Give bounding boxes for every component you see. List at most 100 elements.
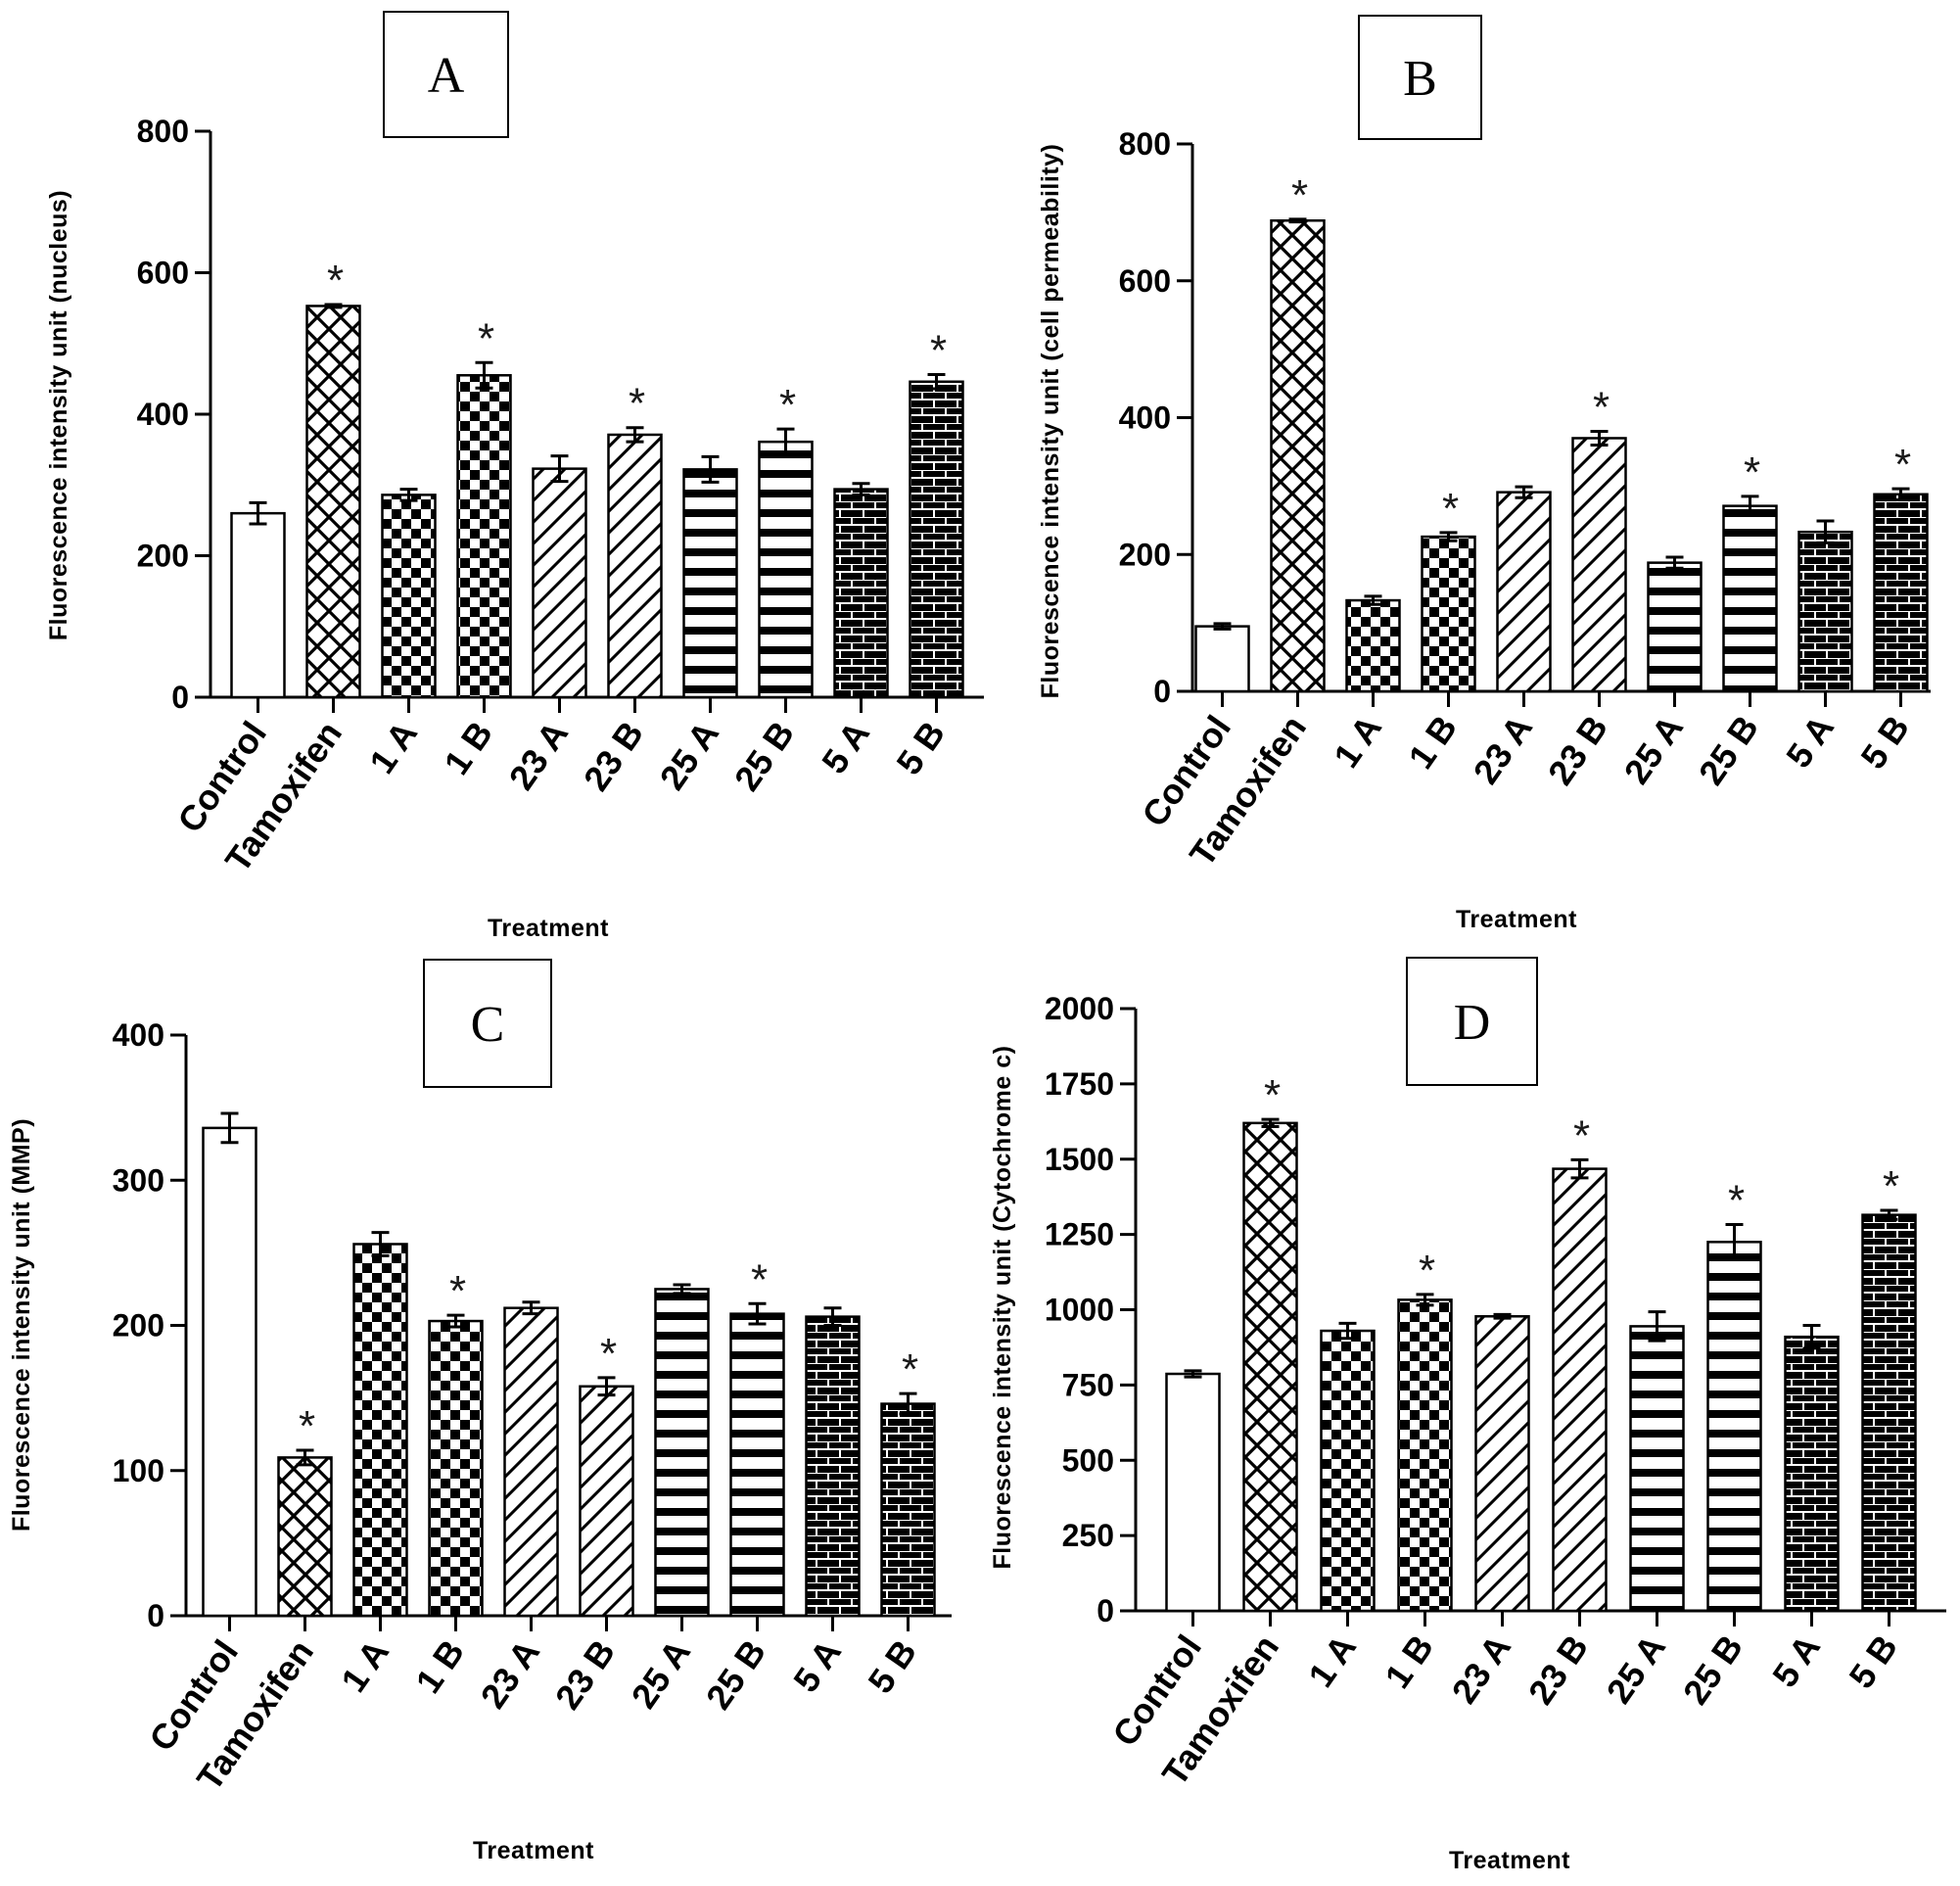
y-tick-label: 200: [113, 1308, 164, 1344]
y-tick-label: 0: [1153, 674, 1171, 709]
y-tick-label: 300: [113, 1162, 164, 1198]
panel-label-box: [423, 959, 552, 1088]
panel-label-box: [383, 11, 509, 138]
category-label: 5 B: [860, 1632, 924, 1700]
bar-23-b: [607, 433, 663, 699]
category-label: 5 A: [785, 1632, 849, 1699]
significance-marker: *: [930, 327, 947, 375]
panel-label: D: [1454, 995, 1491, 1051]
y-tick-label: 1750: [1045, 1066, 1114, 1102]
significance-marker: *: [629, 380, 645, 428]
y-tick-label: 400: [113, 1017, 164, 1053]
significance-marker: *: [478, 314, 494, 362]
bar-23-b: [1552, 1167, 1608, 1613]
bar-5-a: [1797, 530, 1853, 693]
chart-panel-b: B 0 200 400 600 800 Fluorescence intensity uni…: [1037, 15, 1931, 933]
bar-5-b: [880, 1402, 936, 1618]
bar-tamoxifen: [1270, 219, 1326, 693]
bar-23-a: [1496, 491, 1552, 693]
bar-5-b: [1873, 493, 1929, 693]
bar-tamoxifen: [277, 1456, 333, 1618]
bar-25-a: [682, 468, 738, 699]
bar-1-b: [428, 1319, 484, 1618]
y-tick-label: 400: [1119, 401, 1171, 436]
category-label: 25 A: [1616, 708, 1691, 791]
bar-1-b: [456, 374, 512, 699]
bar-1-a: [352, 1243, 408, 1618]
category-label: 23 B: [1540, 708, 1615, 792]
significance-marker: *: [600, 1330, 617, 1378]
bar-tamoxifen: [305, 305, 361, 699]
y-tick-label: 200: [137, 539, 189, 574]
y-tick-label: 600: [1119, 263, 1171, 299]
significance-marker: *: [902, 1345, 918, 1393]
category-label: 25 B: [698, 1632, 773, 1717]
category-label: 23 B: [576, 714, 651, 798]
category-label: 1 B: [1400, 708, 1465, 776]
y-tick-label: 100: [113, 1453, 164, 1488]
x-axis-title: Treatment: [473, 1837, 594, 1864]
bar-5-b: [1861, 1213, 1917, 1613]
category-label: 5 B: [1841, 1627, 1905, 1695]
significance-marker: *: [1894, 441, 1911, 489]
bar-1-a: [1345, 598, 1401, 693]
bar-23-a: [1474, 1315, 1530, 1613]
category-label: 5 A: [814, 714, 877, 780]
bar-1-b: [1421, 535, 1476, 693]
category-label: 25 A: [624, 1632, 698, 1716]
significance-marker: *: [1744, 448, 1760, 496]
bar-23-b: [1571, 437, 1627, 693]
category-label: 1 B: [407, 1632, 472, 1700]
y-tick-label: 600: [137, 256, 189, 291]
significance-marker: *: [1883, 1162, 1899, 1210]
category-label: 5 B: [888, 714, 953, 781]
panel-label: C: [471, 997, 505, 1053]
bar-25-a: [1647, 561, 1703, 693]
y-tick-label: 0: [1097, 1593, 1114, 1628]
y-tick-label: 800: [1119, 126, 1171, 162]
category-label: 1 A: [1300, 1627, 1364, 1694]
bar-control: [202, 1126, 257, 1618]
significance-marker: *: [1264, 1071, 1281, 1119]
category-label: 25 B: [1691, 708, 1766, 792]
category-label: 1 A: [361, 714, 425, 780]
y-axis-title: Fluorescence intensity unit (MMP): [8, 1118, 35, 1532]
significance-marker: *: [1419, 1247, 1435, 1295]
bar-25-b: [758, 440, 814, 699]
category-label: 25 A: [652, 714, 726, 797]
x-axis-title: Treatment: [488, 915, 609, 942]
significance-marker: *: [779, 381, 796, 429]
bar-25-a: [654, 1288, 710, 1618]
bar-1-a: [1320, 1329, 1376, 1613]
panel-label-box: [1406, 957, 1538, 1086]
x-axis-title: Treatment: [1449, 1847, 1570, 1874]
bar-5-a: [1784, 1335, 1840, 1613]
chart-panel-d: D 0 250 500 750 1000 1250 1500 1750 2000 Fluoresce…: [989, 957, 1946, 1874]
category-label: 25 B: [1675, 1627, 1750, 1712]
bar-5-a: [805, 1315, 861, 1618]
y-tick-label: 2000: [1045, 991, 1114, 1026]
significance-marker: *: [449, 1267, 466, 1315]
significance-marker: *: [1728, 1176, 1745, 1224]
x-axis-title: Treatment: [1456, 906, 1577, 933]
chart-panel-a: A 0 200 400 600 800 Fluorescence intensity uni…: [45, 11, 984, 942]
y-axis-title: Fluorescence intensity unit (cell permea…: [1037, 144, 1064, 699]
significance-marker: *: [1593, 383, 1610, 431]
category-label: 1 A: [1326, 708, 1389, 775]
category-label: 23 A: [473, 1632, 547, 1716]
category-label: 23 A: [501, 714, 576, 797]
chart-panel-c: C 0 100 200 300 400 Fluorescence intensity uni…: [8, 959, 952, 1864]
bar-1-b: [1397, 1298, 1453, 1613]
y-tick-label: 250: [1062, 1518, 1114, 1553]
significance-marker: *: [1442, 485, 1459, 533]
panel-label-box: [1358, 15, 1482, 140]
y-tick-label: 0: [147, 1598, 164, 1633]
category-label: 5 B: [1852, 708, 1917, 776]
bar-control: [1165, 1372, 1221, 1613]
y-axis-title: Fluorescence intensity unit (Cytochrome …: [989, 1046, 1016, 1570]
bar-1-a: [381, 494, 437, 699]
category-label: 23 A: [1466, 708, 1540, 791]
significance-marker: *: [751, 1255, 768, 1303]
category-label: 5 A: [1778, 708, 1842, 775]
